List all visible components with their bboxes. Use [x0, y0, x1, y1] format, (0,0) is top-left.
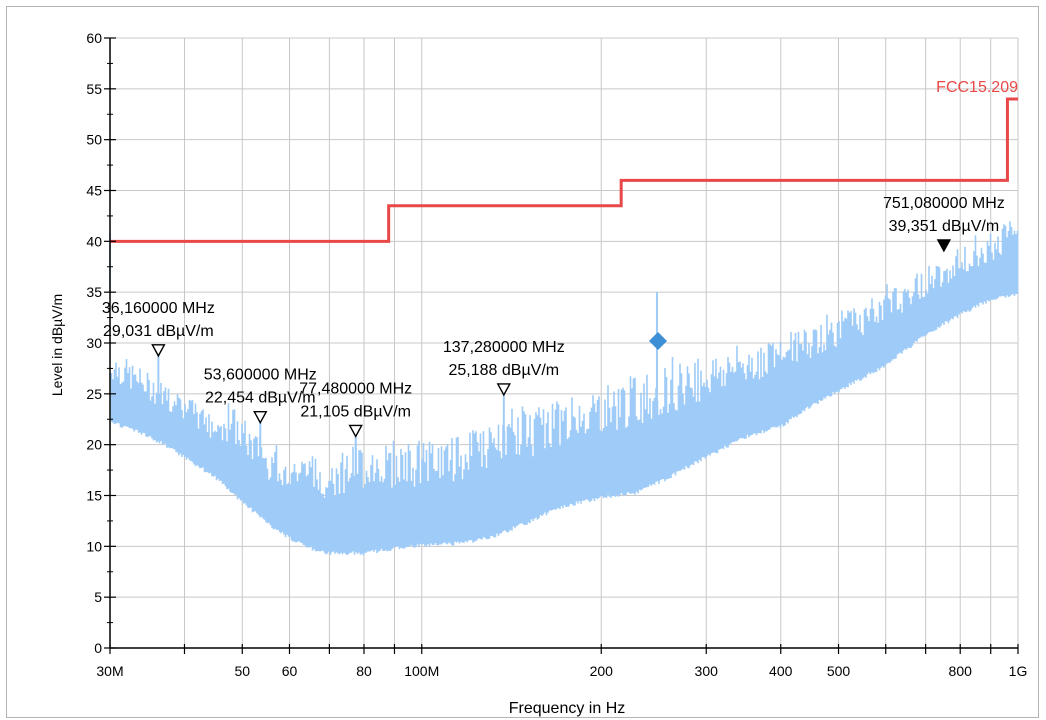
marker-triangle — [936, 239, 952, 253]
x-tick-label: 50 — [234, 663, 250, 679]
y-tick-label: 50 — [86, 132, 102, 148]
marker-level-label: 39,351 dBµV/m — [889, 218, 1000, 235]
y-tick-label: 35 — [86, 284, 102, 300]
y-tick-label: 10 — [86, 538, 102, 554]
y-tick-label: 40 — [86, 233, 102, 249]
limit-line: FCC15.209 — [110, 79, 1018, 243]
marker-frequency-label: 53,600000 MHz — [204, 367, 317, 384]
y-tick-label: 30 — [86, 335, 102, 351]
marker-triangle — [151, 344, 166, 358]
x-tick-label: 500 — [827, 663, 851, 679]
x-tick-label: 1G — [1009, 663, 1028, 679]
marker-level-label: 29,031 dBµV/m — [103, 323, 214, 340]
x-axis-label: Frequency in Hz — [509, 700, 626, 717]
axes: 0 5 10 15 20 25 30 35 40 45 50 55 60 30M 50 60 80 100M 200… — [86, 30, 1027, 679]
x-tick-label: 100M — [404, 663, 439, 679]
spectrum-trace — [109, 221, 1019, 556]
marker-frequency-label: 137,280000 MHz — [443, 339, 565, 356]
y-tick-label: 60 — [86, 30, 102, 46]
x-tick-label: 80 — [356, 663, 372, 679]
spectrum-noise — [109, 221, 1019, 556]
marker-level-label: 21,105 dBµV/m — [300, 403, 411, 420]
x-tick-label: 200 — [590, 663, 614, 679]
marker-triangle — [348, 424, 363, 438]
marker-frequency-label: 77,480000 MHz — [299, 380, 412, 397]
marker-level-label: 25,188 dBµV/m — [448, 362, 559, 379]
marker-level-label: 22,454 dBµV/m — [205, 390, 316, 407]
x-tick-label: 400 — [769, 663, 793, 679]
x-tick-label: 300 — [695, 663, 719, 679]
markers: 36,160000 MHz 29,031 dBµV/m 53,600000 MHz 2… — [102, 195, 1005, 438]
x-tick-label: 60 — [282, 663, 298, 679]
marker-triangle — [253, 411, 268, 425]
limit-step-line — [110, 97, 1018, 243]
y-tick-label: 5 — [94, 589, 102, 605]
y-tick-label: 25 — [86, 386, 102, 402]
y-tick-label: 45 — [86, 183, 102, 199]
x-tick-label: 800 — [949, 663, 973, 679]
marker-frequency-label: 751,080000 MHz — [883, 195, 1005, 212]
limit-line-label: FCC15.209 — [936, 79, 1018, 96]
y-axis-label: Level in dBµV/m — [49, 294, 65, 396]
y-tick-label: 55 — [86, 81, 102, 97]
y-tick-label: 0 — [94, 640, 102, 656]
y-tick-label: 20 — [86, 437, 102, 453]
x-tick-label: 30M — [96, 663, 123, 679]
marker-triangle — [496, 383, 511, 397]
peak-diamond-marker — [648, 331, 667, 350]
y-tick-label: 15 — [86, 488, 102, 504]
marker-frequency-label: 36,160000 MHz — [102, 300, 215, 317]
